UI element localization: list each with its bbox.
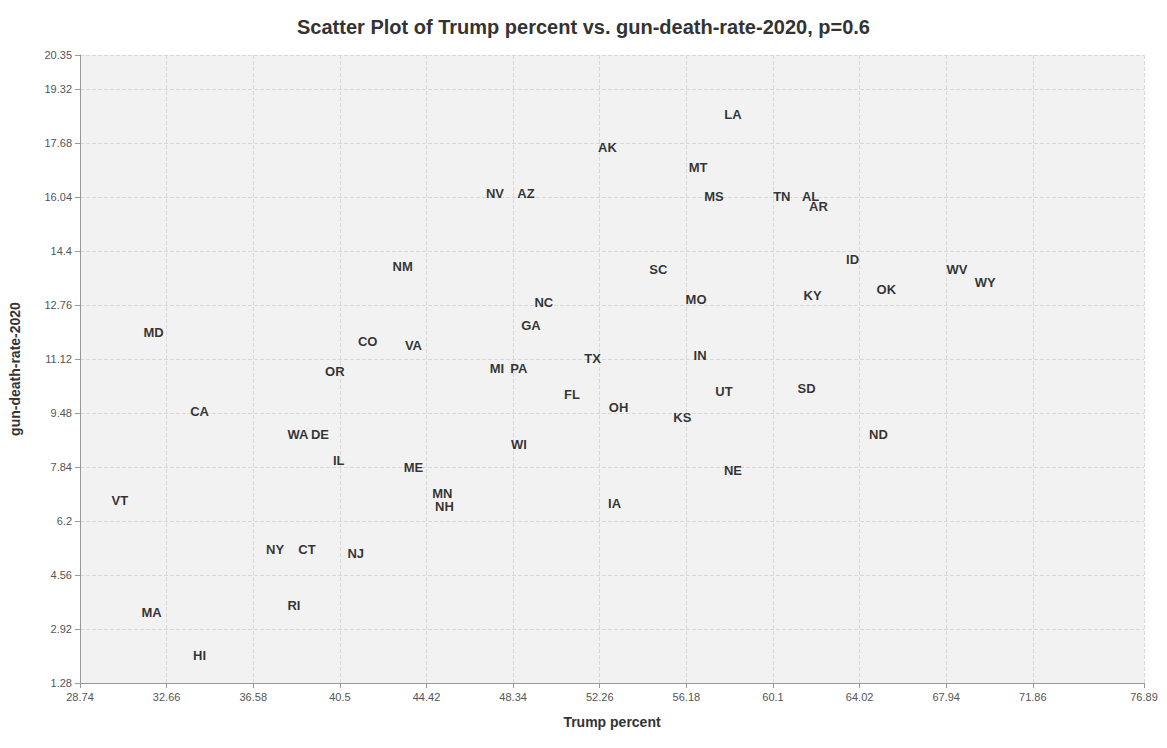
svg-text:KY: KY [804, 288, 822, 303]
svg-text:IA: IA [608, 496, 622, 511]
svg-text:64.02: 64.02 [846, 691, 874, 703]
svg-text:AZ: AZ [517, 186, 534, 201]
svg-text:IL: IL [333, 453, 345, 468]
svg-text:LA: LA [724, 107, 742, 122]
svg-text:1.28: 1.28 [51, 677, 72, 689]
svg-text:NV: NV [486, 186, 504, 201]
svg-text:AR: AR [809, 199, 828, 214]
svg-text:SC: SC [649, 262, 668, 277]
svg-text:IN: IN [694, 348, 707, 363]
svg-text:WA: WA [287, 427, 309, 442]
svg-text:CA: CA [190, 404, 209, 419]
svg-text:NM: NM [393, 259, 413, 274]
svg-text:67.94: 67.94 [932, 691, 960, 703]
svg-text:44.42: 44.42 [413, 691, 441, 703]
svg-text:OK: OK [877, 282, 897, 297]
svg-text:ND: ND [869, 427, 888, 442]
svg-text:76.89: 76.89 [1130, 691, 1158, 703]
svg-text:UT: UT [715, 384, 732, 399]
svg-text:VA: VA [405, 338, 423, 353]
svg-text:ID: ID [846, 252, 859, 267]
svg-text:VT: VT [111, 493, 128, 508]
svg-text:MN: MN [432, 486, 453, 502]
svg-text:28.74: 28.74 [66, 691, 94, 703]
svg-text:RI: RI [287, 598, 300, 613]
svg-text:MA: MA [141, 605, 162, 620]
svg-text:17.68: 17.68 [44, 137, 72, 149]
svg-text:HI: HI [193, 648, 206, 663]
svg-text:CO: CO [358, 334, 378, 349]
svg-text:40.5: 40.5 [329, 691, 350, 703]
svg-text:16.04: 16.04 [44, 191, 72, 203]
svg-text:AL: AL [801, 189, 820, 205]
svg-text:AK: AK [598, 140, 617, 155]
svg-text:OR: OR [325, 364, 345, 379]
svg-text:NH: NH [435, 499, 454, 514]
svg-text:GA: GA [521, 318, 541, 333]
svg-text:6.2: 6.2 [57, 515, 72, 527]
svg-text:WI: WI [511, 437, 527, 452]
svg-text:56.18: 56.18 [673, 691, 701, 703]
svg-text:WY: WY [975, 275, 996, 290]
svg-text:60.1: 60.1 [762, 691, 783, 703]
svg-text:11.12: 11.12 [45, 353, 72, 365]
svg-text:19.32: 19.32 [44, 83, 72, 95]
svg-text:NC: NC [534, 295, 553, 310]
svg-text:NY: NY [266, 542, 284, 557]
svg-text:32.66: 32.66 [153, 691, 181, 703]
svg-text:TN: TN [773, 189, 790, 204]
svg-text:WV: WV [947, 262, 968, 277]
svg-text:SD: SD [798, 381, 816, 396]
svg-text:DE: DE [311, 427, 329, 442]
svg-text:MI: MI [490, 361, 504, 376]
svg-text:CT: CT [298, 542, 315, 557]
svg-text:20.35: 20.35 [44, 49, 72, 61]
svg-text:12.76: 12.76 [44, 299, 72, 311]
svg-text:MT: MT [689, 160, 708, 175]
svg-text:48.34: 48.34 [499, 691, 527, 703]
svg-text:2.92: 2.92 [51, 623, 72, 635]
svg-text:52.26: 52.26 [586, 691, 614, 703]
svg-text:14.4: 14.4 [51, 245, 72, 257]
svg-text:KS: KS [673, 410, 691, 425]
svg-text:71.86: 71.86 [1019, 691, 1047, 703]
svg-text:MO: MO [686, 292, 707, 307]
svg-text:36.58: 36.58 [239, 691, 267, 703]
svg-text:7.84: 7.84 [51, 461, 72, 473]
svg-text:ME: ME [404, 460, 424, 475]
svg-text:NE: NE [724, 463, 742, 478]
svg-text:FL: FL [564, 387, 580, 402]
svg-text:TX: TX [584, 351, 601, 366]
svg-text:Trump percent: Trump percent [563, 714, 661, 730]
svg-text:NJ: NJ [347, 546, 364, 561]
svg-text:Scatter Plot of Trump percent: Scatter Plot of Trump percent vs. gun-de… [297, 16, 870, 38]
svg-text:PA: PA [510, 361, 528, 376]
svg-text:9.48: 9.48 [51, 407, 72, 419]
svg-text:gun-death-rate-2020: gun-death-rate-2020 [7, 302, 23, 436]
svg-text:MS: MS [704, 189, 724, 204]
svg-text:OH: OH [609, 400, 629, 415]
svg-text:MD: MD [143, 325, 163, 340]
svg-text:4.56: 4.56 [51, 569, 72, 581]
